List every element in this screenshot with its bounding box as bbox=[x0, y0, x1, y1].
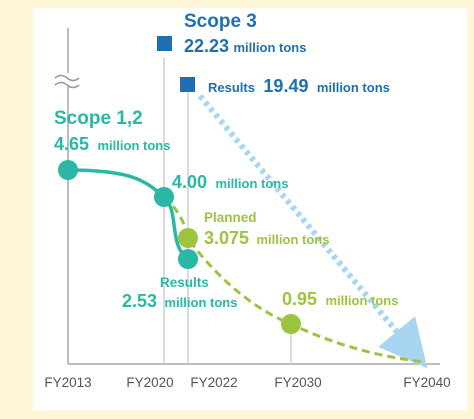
scope3-marker-fy2022 bbox=[180, 77, 195, 92]
planned-fy2022-value: 3.075 bbox=[204, 228, 249, 248]
scope12-fy2020-value: 4.00 bbox=[172, 172, 207, 192]
scope12-line bbox=[67, 168, 190, 261]
scope3-fy2020-label: 22.23 million tons bbox=[184, 36, 306, 56]
scope3-trend-arrow bbox=[197, 94, 428, 369]
scope3-fy2020-unit: million tons bbox=[234, 40, 307, 55]
scope12-fy2020-label: 4.00 million tons bbox=[172, 172, 288, 192]
scope3-title: Scope 3 bbox=[184, 11, 257, 32]
x-tick-labels: FY2013 FY2020 FY2022 FY2030 FY2040 bbox=[44, 375, 450, 390]
planned-line bbox=[163, 195, 426, 364]
results-fy2022-value: 2.53 bbox=[122, 291, 157, 311]
scope3-fy2020-value: 22.23 bbox=[184, 36, 229, 56]
planned-fy2030-unit: million tons bbox=[326, 293, 399, 308]
planned-fy2022-label: 3.075 million tons bbox=[204, 228, 329, 248]
planned-point-fy2022 bbox=[178, 228, 198, 248]
scope12-point-fy2020 bbox=[154, 187, 174, 207]
results-fy2022-unit: million tons bbox=[165, 295, 238, 310]
scope12-point-fy2022 bbox=[178, 249, 198, 269]
scope12-title: Scope 1,2 bbox=[54, 108, 143, 129]
planned-word: Planned bbox=[204, 210, 257, 225]
scope12-fy2013-label: 4.65 million tons bbox=[54, 134, 170, 154]
x-tick-fy2013: FY2013 bbox=[44, 375, 91, 390]
scope3-results-word: Results bbox=[208, 80, 255, 95]
scope12-fy2020-unit: million tons bbox=[216, 176, 289, 191]
x-tick-fy2022: FY2022 bbox=[190, 375, 237, 390]
scope12-fy2013-unit: million tons bbox=[98, 138, 171, 153]
results-word: Results bbox=[160, 275, 209, 290]
scope12-point-fy2013 bbox=[58, 160, 78, 180]
scope12-fy2013-value: 4.65 bbox=[54, 134, 89, 154]
planned-point-fy2030 bbox=[281, 314, 301, 334]
scope3-fy2022-label: Results 19.49 million tons bbox=[208, 76, 390, 96]
scope3-fy2022-value: 19.49 bbox=[263, 76, 308, 96]
planned-fy2022-unit: million tons bbox=[257, 232, 330, 247]
axis-break-icon bbox=[54, 73, 84, 89]
scope3-marker-fy2020 bbox=[157, 36, 172, 51]
planned-fy2030-label: 0.95 million tons bbox=[282, 289, 398, 309]
x-tick-fy2020: FY2020 bbox=[126, 375, 173, 390]
scope3-fy2022-unit: million tons bbox=[317, 80, 390, 95]
x-tick-fy2040: FY2040 bbox=[403, 375, 450, 390]
planned-fy2030-value: 0.95 bbox=[282, 289, 317, 309]
x-tick-fy2030: FY2030 bbox=[274, 375, 321, 390]
results-fy2022-label: 2.53 million tons bbox=[122, 291, 237, 311]
